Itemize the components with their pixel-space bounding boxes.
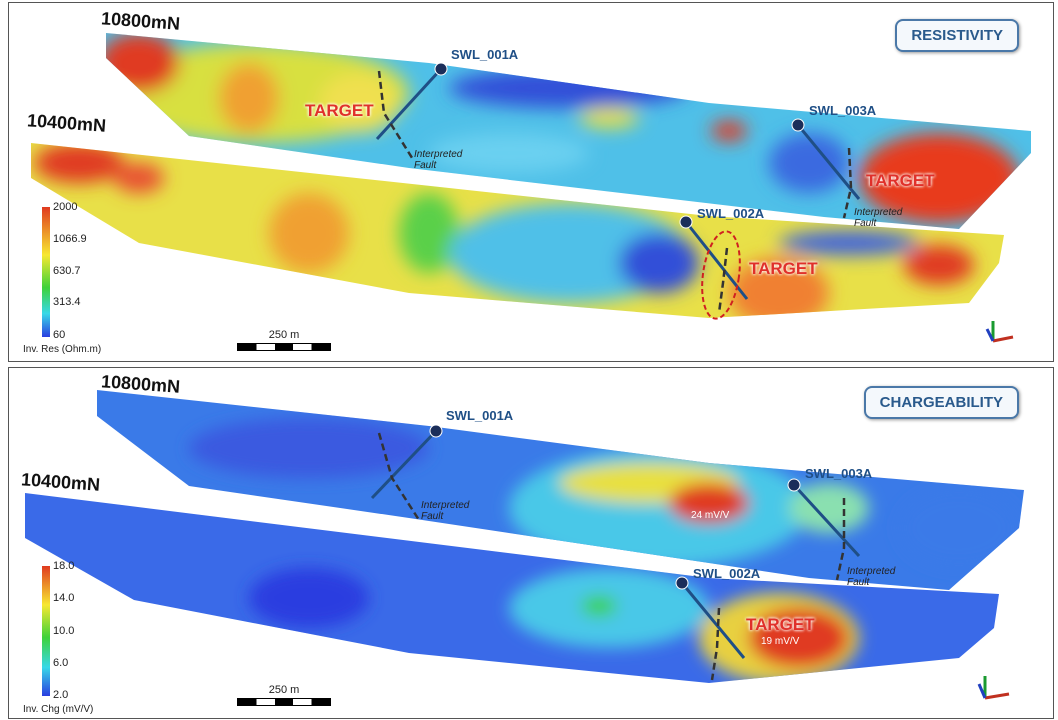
resistivity-sections <box>31 33 1031 343</box>
chargeability-panel: CHARGEABILITY 10800mN 10400mN SWL_001A S… <box>8 367 1054 719</box>
legend-tick: 10.0 <box>53 625 75 637</box>
panel-title-badge: CHARGEABILITY <box>863 386 1019 419</box>
value-label: 24 mV/V <box>691 510 730 521</box>
target-label: TARGET <box>746 615 815 634</box>
scale-bar: 250 m <box>237 684 331 706</box>
well-label[interactable]: SWL_002A <box>697 206 765 221</box>
fault-label: Interpreted Fault <box>847 566 896 588</box>
well-trace-swl002a <box>680 582 746 659</box>
target-outline <box>701 230 741 320</box>
well-collar-swl001a[interactable] <box>434 62 448 76</box>
legend-tick: 1066.9 <box>53 233 87 245</box>
target-label: TARGET <box>866 171 935 190</box>
legend-title: Inv. Res (Ohm.m) <box>23 344 102 355</box>
well-label[interactable]: SWL_003A <box>805 466 873 481</box>
well-collar-swl002a[interactable] <box>679 215 693 229</box>
fault-label: Interpreted Fault <box>854 207 903 229</box>
well-collar-swl003a[interactable] <box>791 118 805 132</box>
chargeability-legend: 18.0 14.0 10.0 6.0 2.0 Inv. Chg (mV/V) <box>19 558 129 715</box>
panel-title-badge: RESISTIVITY <box>895 19 1019 52</box>
scale-bar: 250 m <box>237 329 331 351</box>
well-label[interactable]: SWL_002A <box>693 566 761 581</box>
well-trace-swl003a <box>792 483 861 558</box>
fault-line <box>710 607 721 681</box>
well-trace-swl001a <box>375 67 443 141</box>
legend-title: Inv. Chg (mV/V) <box>23 704 94 715</box>
well-label[interactable]: SWL_001A <box>451 47 519 62</box>
well-collar-swl001a[interactable] <box>429 424 443 438</box>
well-label[interactable]: SWL_001A <box>446 408 514 423</box>
legend-tick: 2000 <box>53 201 78 213</box>
value-label: 19 mV/V <box>761 636 800 647</box>
fault-line <box>842 147 853 219</box>
scale-label: 250 m <box>268 684 300 696</box>
well-label[interactable]: SWL_003A <box>809 103 877 118</box>
fault-line <box>377 432 421 521</box>
colorbar <box>42 566 50 696</box>
axis-orientation-icon <box>977 676 1010 700</box>
well-collar-swl002a[interactable] <box>675 576 689 590</box>
fault-label: Interpreted Fault <box>421 500 470 522</box>
legend-tick: 2.0 <box>53 689 69 701</box>
legend-tick: 6.0 <box>53 657 69 669</box>
legend-tick: 313.4 <box>53 296 81 308</box>
fault-line <box>377 70 416 162</box>
legend-tick: 60 <box>53 329 66 341</box>
target-label: TARGET <box>749 259 818 278</box>
colorbar <box>42 207 50 337</box>
fault-label: Interpreted Fault <box>414 149 463 171</box>
target-label: TARGET <box>305 101 374 120</box>
well-collar-swl003a[interactable] <box>787 478 801 492</box>
scale-label: 250 m <box>268 329 300 341</box>
resistivity-panel: RESISTIVITY 10800mN 10400mN SWL_001A SWL… <box>8 2 1054 362</box>
fault-line <box>717 247 729 314</box>
legend-tick: 630.7 <box>53 265 81 277</box>
legend-tick: 18.0 <box>53 560 75 572</box>
legend-tick: 14.0 <box>53 592 75 604</box>
chargeability-sections <box>25 390 1024 700</box>
axis-orientation-icon <box>985 321 1014 343</box>
well-trace-swl003a <box>796 124 861 200</box>
well-trace-swl001a <box>370 429 438 500</box>
resistivity-legend: 2000 1066.9 630.7 313.4 60 Inv. Res (Ohm… <box>19 199 129 355</box>
fault-line <box>835 498 846 581</box>
